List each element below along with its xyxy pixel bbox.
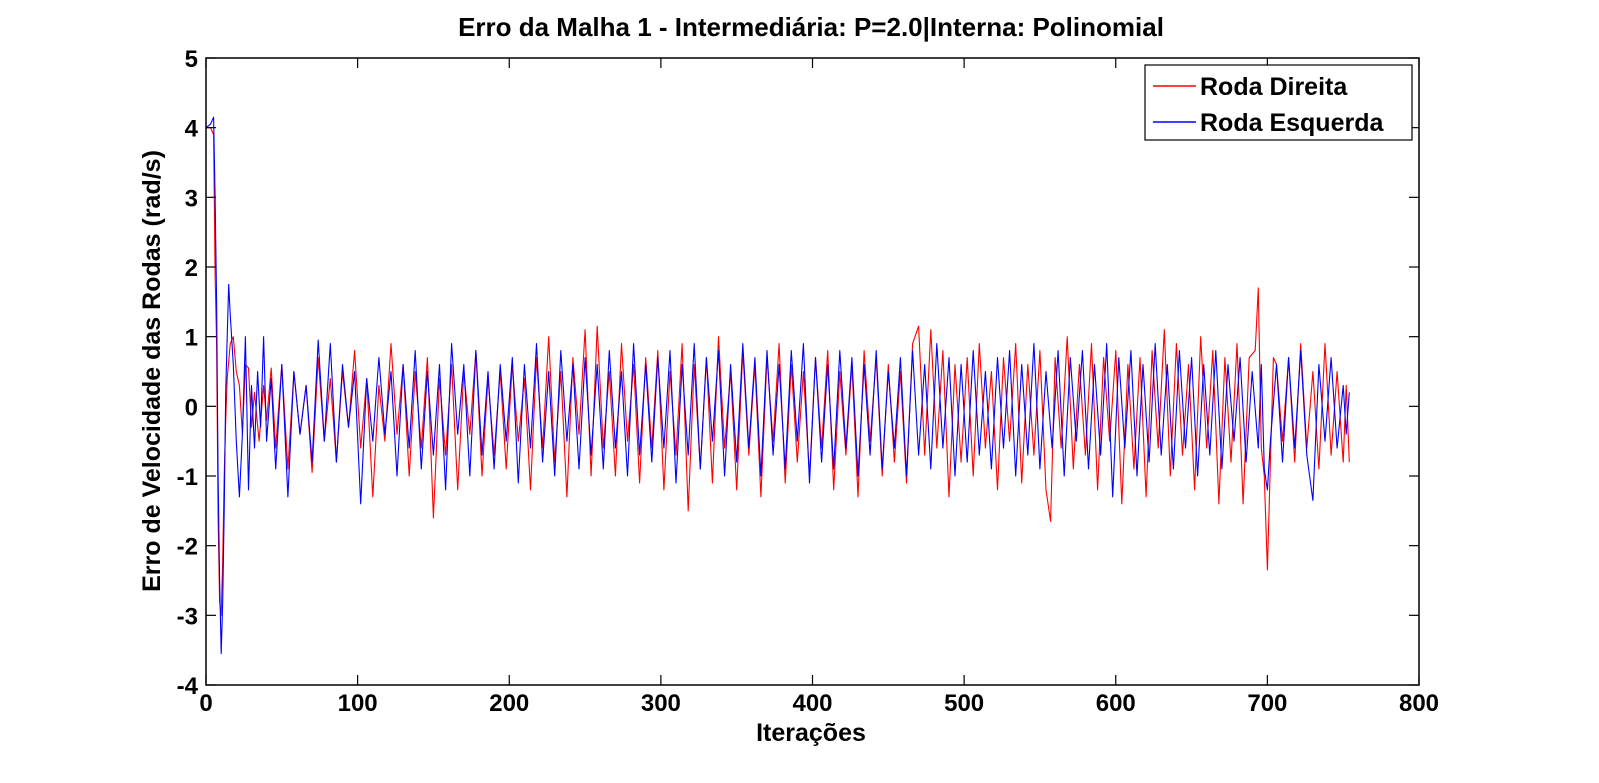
x-tick-label: 700 [1247, 690, 1287, 717]
y-tick-label: 5 [185, 46, 198, 73]
y-tick-label: 0 [185, 394, 198, 421]
x-axis-label: Iterações [756, 719, 866, 747]
x-tick-label: 600 [1096, 690, 1136, 717]
y-axis-label: Erro de Velocidade das Rodas (rad/s) [138, 150, 166, 592]
series-line-roda-esquerda [206, 116, 1350, 655]
x-tick-label: 500 [944, 690, 984, 717]
legend-label-roda-direita: Roda Direita [1200, 73, 1348, 101]
y-tick-label: -1 [177, 464, 198, 491]
x-tick-label: 800 [1399, 690, 1439, 717]
y-tick-label: -4 [177, 673, 199, 700]
legend: Roda Direita Roda Esquerda [1144, 64, 1413, 141]
legend-box [1144, 64, 1413, 141]
y-tick-label: 4 [185, 116, 199, 143]
y-tick-label: 2 [185, 255, 198, 282]
x-tick-label: 300 [641, 690, 681, 717]
x-tick-label: 400 [792, 690, 832, 717]
x-tick-label: 0 [199, 690, 212, 717]
x-tick-label: 100 [338, 690, 378, 717]
chart-title: Erro da Malha 1 - Intermediária: P=2.0|I… [458, 12, 1164, 42]
y-tick-label: 3 [185, 185, 198, 212]
x-tick-label: 200 [489, 690, 529, 717]
series-layer [206, 116, 1350, 655]
y-tick-label: 1 [185, 325, 198, 352]
y-tick-label: -2 [177, 534, 198, 561]
legend-label-roda-esquerda: Roda Esquerda [1200, 109, 1384, 137]
y-tick-label: -3 [177, 603, 198, 630]
ticks-layer: 0 100 200 300 400 500 600 700 800 -4 -3 -2 -1 0 1 2 3 4 5 [177, 46, 1439, 717]
plot-area [205, 57, 1420, 686]
